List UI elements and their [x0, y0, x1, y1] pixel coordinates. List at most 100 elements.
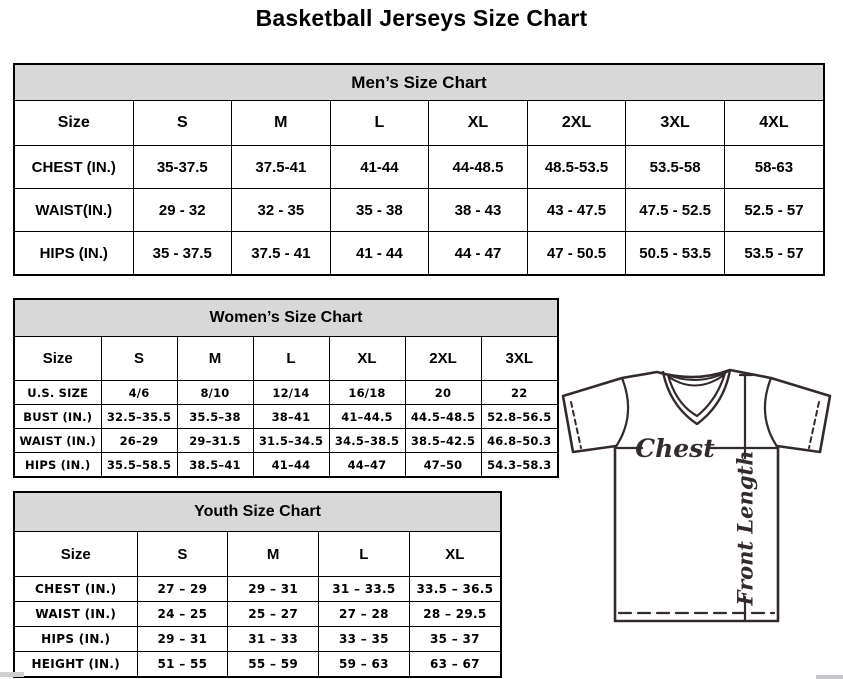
column-header: XL [408, 532, 500, 577]
womens-header-row: Size S M L XL 2XL 3XL [15, 337, 557, 381]
youth-table: Size S M L XL CHEST (IN.) 27 – 29 29 – 3… [15, 532, 500, 676]
table-cell: 27 – 29 [136, 576, 229, 602]
mens-hips-row: HIPS (IN.) 35 - 37.5 37.5 - 41 41 - 44 4… [15, 231, 823, 274]
table-cell: 35.5–38 [176, 404, 254, 429]
table-cell: 16/18 [328, 380, 406, 405]
youth-size-chart: Youth Size Chart Size S M L XL CHEST (IN… [13, 491, 502, 678]
table-cell: 29–31.5 [176, 428, 254, 453]
table-cell: 52.8–56.5 [480, 404, 557, 429]
table-cell: 46.8–50.3 [480, 428, 557, 453]
table-cell: 51 – 55 [136, 651, 229, 676]
table-cell: 38.5–42.5 [404, 428, 482, 453]
table-cell: 44-48.5 [428, 145, 528, 189]
table-cell: 58-63 [723, 145, 823, 189]
table-cell: 50.5 - 53.5 [625, 231, 725, 274]
table-cell: 35 - 38 [329, 188, 430, 232]
table-cell: 44.5–48.5 [404, 404, 482, 429]
table-cell: 33 – 35 [318, 626, 410, 652]
left-cuff-dashed-line [570, 401, 582, 449]
table-cell: 41-44 [329, 145, 430, 189]
table-cell: 53.5-58 [625, 145, 725, 189]
column-header: Size [15, 337, 102, 381]
table-cell: 34.5–38.5 [328, 428, 406, 453]
jersey-measurement-diagram: Chest Front Length [561, 368, 832, 623]
column-header: 4XL [723, 101, 823, 146]
table-cell: 29 - 32 [132, 188, 233, 232]
row-label: HIPS (IN.) [15, 452, 102, 476]
row-label: WAIST (IN.) [15, 428, 102, 453]
table-cell: 35.5–58.5 [100, 452, 178, 476]
row-label: U.S. SIZE [15, 380, 102, 405]
womens-bust-row: BUST (IN.) 32.5–35.5 35.5–38 38–41 41–44… [15, 404, 557, 429]
table-cell: 20 [404, 380, 482, 405]
row-label: BUST (IN.) [15, 404, 102, 429]
table-cell: 41–44 [252, 452, 330, 476]
womens-waist-row: WAIST (IN.) 26–29 29–31.5 31.5–34.5 34.5… [15, 428, 557, 453]
column-header: 3XL [625, 101, 725, 146]
vneck-inner [666, 371, 727, 418]
front-length-measure-label: Front Length [733, 451, 758, 607]
row-label: CHEST (IN.) [15, 145, 134, 189]
youth-chart-title: Youth Size Chart [15, 493, 500, 532]
front-length-measure-line [738, 373, 754, 623]
table-cell: 35 – 37 [408, 626, 500, 652]
table-cell: 53.5 - 57 [723, 231, 823, 274]
youth-waist-row: WAIST (IN.) 24 – 25 25 – 27 27 – 28 28 –… [15, 601, 500, 627]
table-cell: 35 - 37.5 [132, 231, 233, 274]
womens-table: Size S M L XL 2XL 3XL U.S. SIZE 4/6 8/10… [15, 337, 557, 476]
table-cell: 31 – 33.5 [318, 576, 410, 602]
table-cell: 41–44.5 [328, 404, 406, 429]
youth-header-row: Size S M L XL [15, 532, 500, 577]
column-header: S [100, 337, 178, 381]
table-cell: 29 – 31 [136, 626, 229, 652]
table-cell: 31.5–34.5 [252, 428, 330, 453]
column-header: XL [428, 101, 528, 146]
table-cell: 12/14 [252, 380, 330, 405]
mens-chart-title: Men’s Size Chart [15, 65, 823, 101]
table-cell: 44–47 [328, 452, 406, 476]
column-header: XL [328, 337, 406, 381]
vneck-outer [661, 368, 732, 426]
collar-back-arc-2 [668, 374, 725, 387]
row-label: HEIGHT (IN.) [15, 651, 138, 676]
column-header: 2XL [526, 101, 627, 146]
row-label: HIPS (IN.) [15, 626, 138, 652]
cropped-fragment-bottom-left [0, 672, 24, 677]
column-header: L [318, 532, 410, 577]
row-label: WAIST (IN.) [15, 601, 138, 627]
womens-ussize-row: U.S. SIZE 4/6 8/10 12/14 16/18 20 22 [15, 380, 557, 405]
table-cell: 35-37.5 [132, 145, 233, 189]
table-cell: 32.5–35.5 [100, 404, 178, 429]
column-header: L [329, 101, 430, 146]
table-cell: 52.5 - 57 [723, 188, 823, 232]
chest-measure-label: Chest [635, 434, 715, 463]
column-header: 2XL [404, 337, 482, 381]
table-cell: 59 – 63 [318, 651, 410, 676]
mens-size-chart: Men’s Size Chart Size S M L XL 2XL 3XL 4… [13, 63, 825, 276]
table-cell: 29 – 31 [227, 576, 319, 602]
column-header: M [231, 101, 331, 146]
table-cell: 47 - 50.5 [526, 231, 627, 274]
column-header: S [136, 532, 229, 577]
row-label: WAIST(IN.) [15, 188, 134, 232]
right-armhole-seam [763, 376, 780, 450]
table-cell: 32 - 35 [231, 188, 331, 232]
table-cell: 33.5 – 36.5 [408, 576, 500, 602]
column-header: Size [15, 101, 134, 146]
womens-chart-title: Women’s Size Chart [15, 300, 557, 337]
column-header: 3XL [480, 337, 557, 381]
page-title: Basketball Jerseys Size Chart [255, 5, 588, 31]
column-header: S [132, 101, 233, 146]
column-header: M [227, 532, 319, 577]
mens-chest-row: CHEST (IN.) 35-37.5 37.5-41 41-44 44-48.… [15, 145, 823, 189]
womens-size-chart: Women’s Size Chart Size S M L XL 2XL 3XL… [13, 298, 559, 478]
cropped-fragment-bottom-right [816, 675, 843, 679]
table-cell: 48.5-53.5 [526, 145, 627, 189]
table-cell: 55 – 59 [227, 651, 319, 676]
column-header: M [176, 337, 254, 381]
table-cell: 25 – 27 [227, 601, 319, 627]
table-cell: 44 - 47 [428, 231, 528, 274]
mens-table: Size S M L XL 2XL 3XL 4XL CHEST (IN.) 35… [15, 101, 823, 274]
table-cell: 31 – 33 [227, 626, 319, 652]
youth-hips-row: HIPS (IN.) 29 – 31 31 – 33 33 – 35 35 – … [15, 626, 500, 652]
